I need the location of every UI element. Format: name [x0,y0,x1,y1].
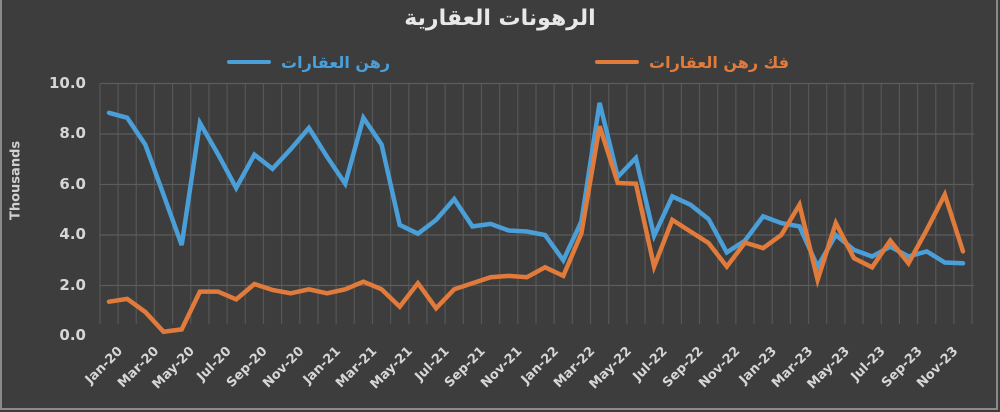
legend-item-mortgage-release: فك رهن العقارات [595,50,789,74]
y-tick-label: 6.0 [59,174,86,193]
legend-label: رهن العقارات [281,52,391,72]
y-tick-label: 0.0 [59,326,86,344]
y-tick-label: 2.0 [59,275,86,294]
y-tick-label: 10.0 [48,73,86,92]
series-line-mortgage-release [106,125,966,335]
y-tick-label: 8.0 [59,124,86,142]
legend-item-mortgage: رهن العقارات [227,50,390,74]
series-line-mortgage [106,102,966,272]
legend-line-icon [595,60,639,64]
chart-title: الرهونات العقارية [404,6,596,31]
legend-line-icon [227,60,271,64]
legend-label: فك رهن العقارات [649,52,790,72]
y-tick-label: 4.0 [59,225,86,243]
